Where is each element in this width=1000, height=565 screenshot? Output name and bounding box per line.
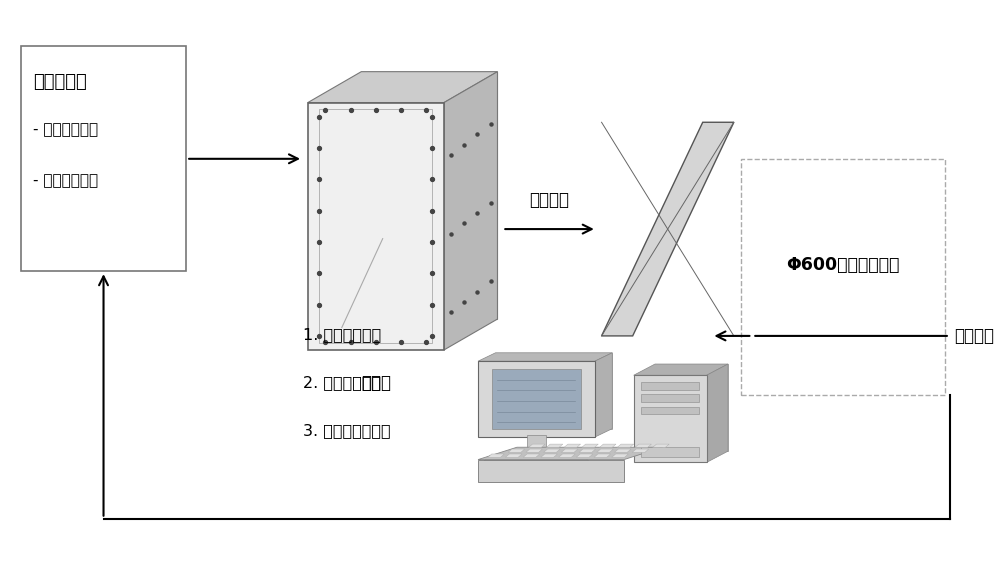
Polygon shape bbox=[478, 447, 663, 459]
Polygon shape bbox=[492, 369, 581, 429]
Polygon shape bbox=[612, 454, 628, 457]
Polygon shape bbox=[617, 444, 634, 447]
Polygon shape bbox=[582, 444, 598, 447]
Polygon shape bbox=[523, 454, 540, 457]
Polygon shape bbox=[526, 449, 542, 453]
FancyBboxPatch shape bbox=[21, 46, 186, 271]
Polygon shape bbox=[478, 459, 624, 482]
Polygon shape bbox=[308, 103, 444, 350]
Text: Φ600大口径干涉仪: Φ600大口径干涉仪 bbox=[786, 256, 899, 274]
Polygon shape bbox=[478, 361, 595, 437]
Polygon shape bbox=[444, 72, 497, 350]
Text: 面形数据: 面形数据 bbox=[955, 327, 995, 345]
FancyBboxPatch shape bbox=[641, 394, 699, 402]
Polygon shape bbox=[496, 353, 612, 429]
Text: 面形测量: 面形测量 bbox=[530, 192, 570, 210]
Text: 反射镜: 反射镜 bbox=[361, 373, 391, 392]
Polygon shape bbox=[541, 454, 557, 457]
Polygon shape bbox=[634, 364, 728, 375]
Polygon shape bbox=[707, 364, 728, 462]
Polygon shape bbox=[308, 72, 497, 103]
Polygon shape bbox=[361, 72, 497, 319]
Polygon shape bbox=[653, 444, 669, 447]
Polygon shape bbox=[599, 444, 616, 447]
Polygon shape bbox=[579, 449, 596, 453]
FancyBboxPatch shape bbox=[641, 447, 699, 457]
Polygon shape bbox=[529, 444, 545, 447]
Text: - 定值扭矩扳手: - 定值扭矩扳手 bbox=[33, 173, 99, 188]
Polygon shape bbox=[484, 455, 589, 461]
FancyBboxPatch shape bbox=[527, 436, 546, 451]
Polygon shape bbox=[576, 454, 593, 457]
Text: 2. 附加变形分析: 2. 附加变形分析 bbox=[303, 375, 381, 390]
Text: 预紧方案：: 预紧方案： bbox=[33, 73, 87, 92]
Polygon shape bbox=[544, 449, 560, 453]
Polygon shape bbox=[635, 444, 651, 447]
Polygon shape bbox=[595, 353, 612, 437]
Polygon shape bbox=[655, 364, 728, 451]
Polygon shape bbox=[505, 454, 522, 457]
Polygon shape bbox=[632, 449, 649, 453]
Polygon shape bbox=[634, 375, 707, 462]
Polygon shape bbox=[488, 454, 504, 457]
Polygon shape bbox=[594, 454, 611, 457]
FancyBboxPatch shape bbox=[741, 159, 945, 395]
FancyBboxPatch shape bbox=[641, 382, 699, 390]
Polygon shape bbox=[602, 122, 734, 336]
Text: 1. 面形数据处理: 1. 面形数据处理 bbox=[303, 328, 381, 342]
Polygon shape bbox=[478, 353, 612, 361]
Polygon shape bbox=[559, 454, 575, 457]
Text: 3. 预紧力优化控制: 3. 预紧力优化控制 bbox=[303, 423, 391, 438]
Text: - 定值压力装置: - 定值压力装置 bbox=[33, 122, 99, 137]
Polygon shape bbox=[508, 449, 525, 453]
Polygon shape bbox=[561, 449, 578, 453]
Polygon shape bbox=[614, 449, 631, 453]
Polygon shape bbox=[546, 444, 563, 447]
Polygon shape bbox=[564, 444, 581, 447]
Polygon shape bbox=[597, 449, 613, 453]
FancyBboxPatch shape bbox=[641, 407, 699, 415]
